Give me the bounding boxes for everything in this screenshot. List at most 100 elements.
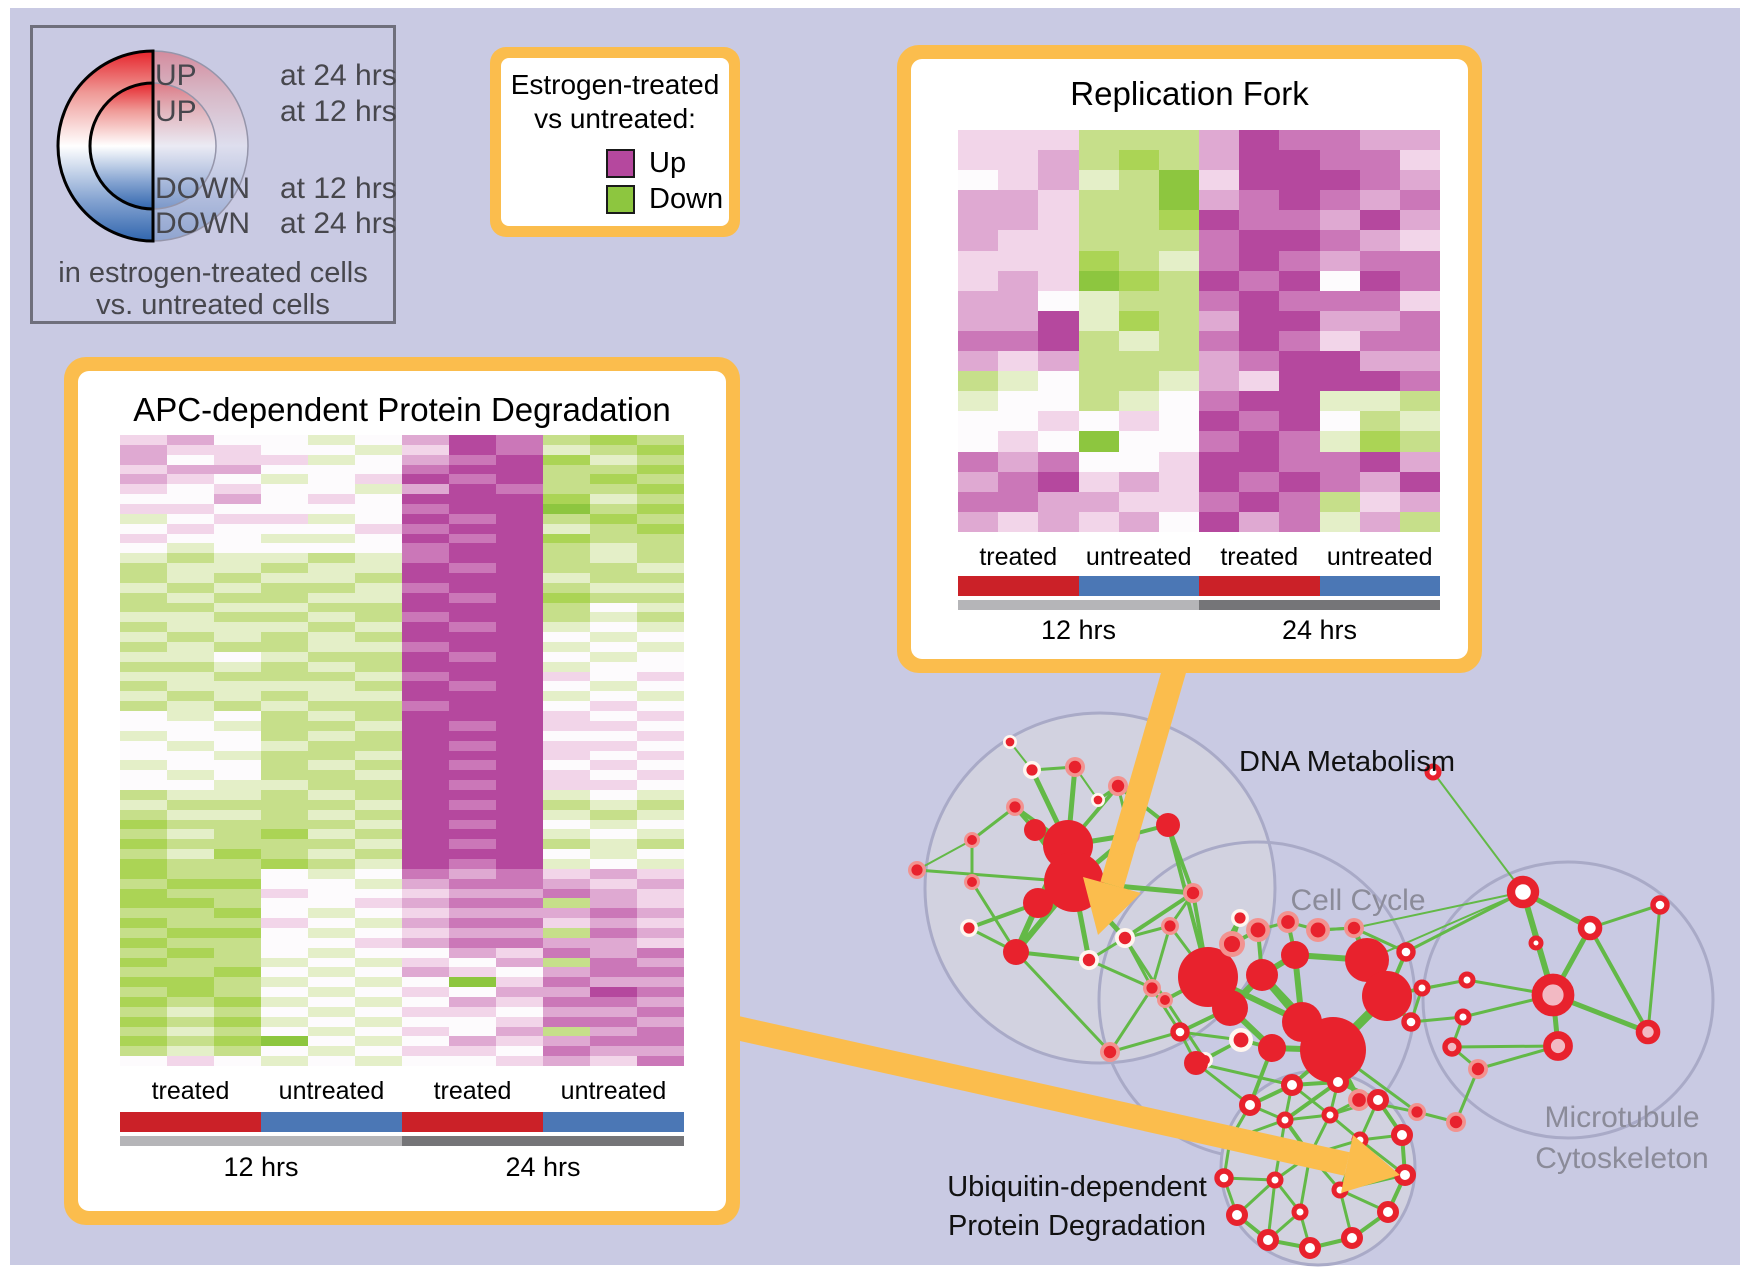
heatmap-cell — [958, 330, 999, 352]
gene-node-open — [1239, 1094, 1261, 1116]
heatmap-cell — [120, 681, 167, 692]
heatmap-cell — [167, 632, 214, 643]
heatmap-cell — [167, 494, 214, 505]
heatmap-cell — [120, 661, 167, 672]
heatmap-cell — [590, 977, 637, 988]
heatmap-cell — [167, 1046, 214, 1057]
heatmap-cell — [1359, 170, 1400, 191]
heatmap-cell — [1319, 150, 1360, 171]
heatmap-cell — [402, 878, 449, 889]
heatmap-cell — [1239, 310, 1280, 331]
heatmap-cell — [496, 878, 543, 889]
heatmap-cell — [120, 720, 167, 731]
heatmap-cell — [449, 789, 496, 800]
panel-to-cluster-arrow-head — [1083, 877, 1141, 935]
heatmap-cell — [1158, 330, 1200, 352]
gene-node-solid — [1282, 1002, 1322, 1042]
heatmap-cell — [543, 711, 590, 721]
heatmap-cell — [1319, 270, 1360, 291]
heatmap-row — [120, 918, 684, 928]
heatmap-cell — [590, 484, 637, 495]
gene-node-open — [1528, 935, 1544, 951]
heatmap-cell — [496, 849, 543, 859]
heatmap-cell — [449, 573, 496, 583]
heatmap-cell — [496, 711, 543, 721]
heatmap-cell — [496, 789, 543, 800]
heatmap-cell — [355, 937, 402, 948]
heatmap-cell — [402, 553, 449, 564]
heatmap-cell — [637, 849, 684, 859]
heatmap-cell — [1279, 391, 1320, 412]
network-edge — [970, 880, 1018, 954]
heatmap-cell — [590, 504, 637, 514]
heatmap-cell — [167, 1056, 214, 1066]
heatmap-cell — [1239, 230, 1280, 251]
heatmap-cell — [1279, 150, 1320, 171]
heatmap-cell — [1239, 130, 1280, 151]
heatmap-cell — [496, 780, 543, 790]
heatmap-cell — [120, 711, 167, 721]
gene-node-core — [967, 877, 977, 887]
heatmap-cell — [590, 435, 637, 445]
time-label: 12 hrs — [1040, 615, 1117, 645]
heatmap-cell — [543, 908, 590, 919]
heatmap-cell — [167, 868, 214, 879]
heatmap-cell — [496, 563, 543, 574]
gene-node-open — [1299, 1237, 1321, 1259]
heatmap-cell — [402, 582, 449, 593]
heatmap-cell — [1158, 190, 1200, 211]
heatmap-cell — [1078, 150, 1119, 171]
heatmap-cell — [214, 878, 261, 889]
heatmap-cell — [637, 730, 684, 741]
gene-node-solid — [1258, 1034, 1286, 1062]
heatmap-cell — [1359, 190, 1400, 211]
heatmap-cell — [1158, 451, 1200, 472]
heatmap-cell — [402, 760, 449, 771]
heatmap-cell — [355, 730, 402, 741]
heatmap-cell — [120, 918, 167, 928]
heatmap-cell — [214, 543, 261, 554]
heatmap-cell — [1239, 330, 1280, 352]
heatmap-cell — [120, 533, 167, 544]
heatmap-cell — [543, 691, 590, 702]
time-bar — [402, 1136, 684, 1146]
heatmap-cell — [402, 1006, 449, 1017]
heatmap-cell — [590, 681, 637, 692]
heatmap-cell — [1118, 290, 1159, 311]
heatmap-cell — [449, 454, 496, 465]
heatmap-cell — [402, 849, 449, 859]
heatmap-cell — [590, 454, 637, 465]
heatmap-cell — [449, 839, 496, 850]
heatmap-row — [958, 290, 1441, 311]
heatmap-cell — [261, 563, 308, 574]
heatmap-cell — [261, 444, 308, 455]
gene-node-solid — [1212, 990, 1248, 1026]
ring-row-time: at 24 hrs — [280, 59, 397, 92]
heatmap-cell — [402, 987, 449, 997]
heatmap-cell — [1118, 270, 1159, 291]
heatmap-cell — [308, 888, 355, 899]
replication-fork-heatmap-panel: Replication Fork treated untreated treated… — [897, 45, 1482, 673]
heatmap-row — [120, 868, 684, 879]
gene-node-core — [1449, 1115, 1463, 1129]
cluster-label-dna-metabolism: DNA Metabolism — [1177, 742, 1517, 782]
heatmap-cell — [167, 642, 214, 652]
heatmap-cell — [449, 494, 496, 505]
heatmap-cell — [120, 868, 167, 879]
heatmap-cell — [449, 947, 496, 958]
heatmap-cell — [1279, 351, 1320, 372]
heatmap-cell — [308, 839, 355, 850]
heatmap-cell — [543, 474, 590, 485]
heatmap-cell — [308, 592, 355, 603]
heatmap-cell — [261, 513, 308, 524]
heatmap-cell — [355, 671, 402, 682]
heatmap-cell — [308, 513, 355, 524]
heatmap-cell — [543, 888, 590, 899]
heatmap-cell — [1118, 150, 1159, 171]
heatmap-cell — [1279, 451, 1320, 472]
heatmap-cell — [496, 839, 543, 850]
gene-node-core — [963, 922, 975, 934]
heatmap-cell — [214, 1006, 261, 1017]
heatmap-cell — [1078, 170, 1119, 191]
heatmap-cell — [167, 553, 214, 564]
